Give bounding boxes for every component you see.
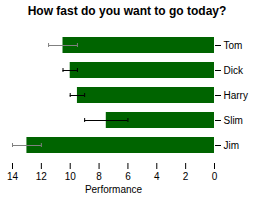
svg-text:Harry: Harry [224,90,248,101]
svg-text:6: 6 [125,171,131,182]
svg-text:0: 0 [212,171,218,182]
svg-text:Performance: Performance [85,184,143,195]
svg-text:Dick: Dick [224,65,244,76]
svg-text:10: 10 [65,171,77,182]
svg-text:2: 2 [183,171,189,182]
html-text:How fast do you want to go tod: How fast do you want to go today? [27,4,227,18]
svg-text:4: 4 [154,171,160,182]
svg-text:Slim: Slim [224,115,243,126]
svg-text:Tom: Tom [224,40,243,51]
svg-text:12: 12 [36,171,48,182]
svg-text:8: 8 [96,171,102,182]
svg-text:14: 14 [7,171,19,182]
svg-text:Jim: Jim [224,140,240,151]
